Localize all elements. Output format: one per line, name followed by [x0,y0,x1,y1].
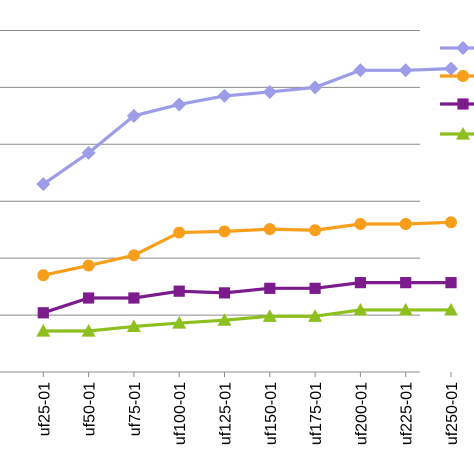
legend-entry [440,98,474,110]
data-point [37,269,50,282]
data-point [399,218,412,230]
data-point [172,316,187,329]
series-line [42,220,452,277]
data-point [445,216,457,229]
data-point [398,63,413,78]
x-tick-label: uf150-01 [263,382,280,445]
data-point [173,285,185,297]
data-point [263,223,276,236]
data-point [354,277,366,289]
data-point [262,309,277,322]
legend-entry [440,70,474,82]
data-point [126,108,141,123]
data-point [36,324,51,337]
data-point [309,282,321,294]
data-point [353,63,368,78]
data-point [83,292,95,304]
legend-marker [457,70,469,82]
legend [440,41,474,140]
data-point [82,259,95,272]
gridlines [0,29,452,377]
series-1 [36,61,458,192]
data-point [309,224,322,237]
data-point [445,277,457,289]
legend-entry [440,41,474,55]
x-tick-label: uf50-01 [82,382,99,436]
data-point [444,302,458,316]
data-point [398,302,413,316]
x-tick-label: uf250-01 [444,382,461,445]
legend-entry [440,127,474,140]
data-point [128,292,140,304]
data-point [81,324,96,337]
data-point [264,282,276,294]
x-tick-label: uf200-01 [353,382,370,445]
data-point [308,80,323,95]
data-point [308,309,323,322]
legend-marker [456,41,470,55]
data-point [217,88,232,103]
series-line [42,281,451,315]
data-point [81,145,96,160]
data-point [127,249,140,262]
data-point [173,226,186,239]
x-tick-label: uf100-01 [172,382,189,445]
series-3 [37,277,457,319]
series-2 [37,216,457,282]
series-layer [36,61,458,337]
data-point [354,218,367,230]
data-point [353,302,368,316]
data-point [126,319,141,333]
x-axis-tick-labels: uf25-01 uf50-01 uf75-01 uf100-01 uf125-01 uf1… [36,382,461,445]
x-tick-label: uf175-01 [308,382,325,445]
legend-marker [456,127,470,140]
data-point [36,177,51,192]
series-line [43,308,451,333]
x-tick-label: uf75-01 [127,382,144,436]
x-tick-label: uf225-01 [399,382,416,445]
data-point [218,287,231,299]
data-point [262,84,277,99]
data-point [218,225,231,238]
data-point [217,313,232,326]
x-tick-label: uf125-01 [218,382,235,445]
x-tick-label: uf25-01 [36,382,53,436]
series-4 [36,302,458,337]
data-point [444,61,458,76]
data-point [172,97,187,112]
series-line [42,67,452,186]
legend-marker [457,98,469,110]
data-point [37,307,49,319]
data-point [400,277,412,289]
